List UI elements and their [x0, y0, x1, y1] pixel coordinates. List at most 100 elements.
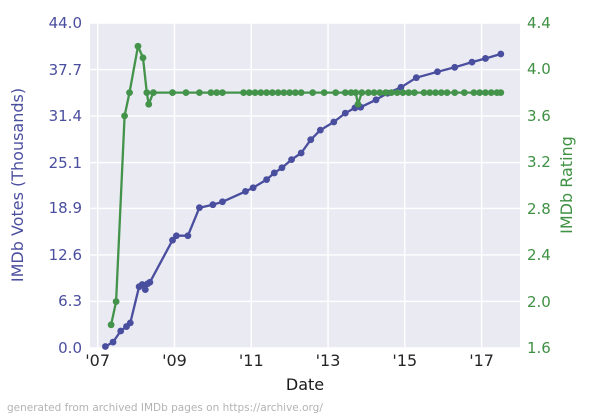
rating-marker	[460, 89, 468, 97]
rating-marker	[354, 100, 362, 108]
left-axis-tick-label: 37.7	[48, 60, 82, 79]
x-axis-tick-label: '09	[162, 351, 187, 370]
votes-marker	[468, 58, 476, 66]
rating-marker	[476, 89, 484, 97]
rating-marker	[182, 89, 190, 97]
rating-marker	[358, 89, 366, 97]
rating-marker	[240, 89, 247, 97]
rating-marker	[426, 89, 434, 97]
x-axis-tick-label: '13	[315, 351, 341, 370]
rating-marker	[352, 89, 360, 97]
rating-marker	[286, 89, 294, 97]
votes-marker	[330, 118, 338, 126]
rating-marker	[292, 89, 299, 97]
right-axis-tick-label: 4.0	[527, 60, 551, 79]
votes-marker	[219, 198, 226, 206]
votes-marker	[451, 63, 459, 71]
votes-marker	[242, 188, 249, 195]
votes-marker	[288, 156, 295, 164]
rating-marker	[437, 89, 445, 97]
votes-marker	[372, 96, 380, 104]
rating-marker	[121, 112, 128, 120]
votes-marker	[101, 343, 109, 350]
votes-marker	[278, 164, 286, 172]
rating-marker	[149, 89, 157, 97]
votes-marker	[117, 327, 125, 335]
rating-marker	[112, 298, 120, 305]
x-axis-tick-label: '17	[469, 351, 494, 370]
rating-marker	[280, 89, 288, 97]
rating-marker	[257, 89, 265, 97]
rating-marker	[405, 89, 413, 97]
rating-marker	[196, 89, 203, 97]
rating-marker	[309, 89, 317, 97]
rating-marker	[364, 89, 372, 97]
votes-marker	[126, 319, 134, 327]
left-axis-tick-label: 31.4	[48, 107, 82, 126]
rating-marker	[482, 89, 489, 97]
votes-marker	[316, 126, 324, 134]
right-axis-tick-label: 4.4	[527, 14, 551, 32]
votes-marker	[146, 278, 154, 286]
votes-marker	[341, 109, 349, 117]
rating-marker	[451, 89, 459, 97]
rating-marker	[332, 89, 340, 97]
rating-marker	[134, 42, 142, 50]
rating-marker	[107, 321, 115, 329]
rating-marker	[370, 89, 378, 97]
votes-marker	[412, 74, 420, 82]
rating-marker	[376, 89, 384, 97]
right-axis-tick-label: 2.8	[527, 199, 551, 218]
x-axis-tick-label: '07	[85, 351, 111, 370]
rating-marker	[470, 89, 478, 97]
rating-marker	[251, 89, 259, 97]
votes-marker	[263, 176, 271, 183]
left-axis-tick-label: 6.3	[58, 292, 82, 311]
rating-marker	[320, 89, 328, 97]
votes-marker	[209, 201, 217, 209]
votes-marker	[196, 204, 203, 212]
votes-marker	[434, 68, 441, 76]
votes-marker	[270, 169, 278, 177]
left-axis-tick-label: 18.9	[48, 199, 82, 218]
rating-marker	[399, 89, 407, 97]
rating-marker	[207, 89, 215, 97]
votes-marker	[184, 232, 192, 240]
rating-marker	[245, 89, 253, 97]
x-axis-title: Date	[285, 375, 325, 394]
rating-marker	[219, 89, 226, 97]
rating-marker	[274, 89, 282, 97]
rating-marker	[443, 89, 451, 97]
left-axis-tick-label: 12.6	[48, 245, 82, 264]
rating-marker	[487, 89, 495, 97]
left-axis-tick-label: 0.0	[58, 339, 82, 357]
right-axis-title: IMDb Rating	[557, 136, 576, 234]
rating-marker	[411, 89, 418, 97]
plot-panel	[90, 23, 520, 348]
rating-marker	[382, 89, 390, 97]
votes-marker	[141, 286, 149, 294]
rating-marker	[297, 89, 305, 97]
votes-marker	[172, 232, 180, 240]
votes-marker	[297, 149, 305, 157]
rating-marker	[268, 89, 276, 97]
x-axis-tick-label: '11	[238, 351, 264, 370]
votes-marker	[307, 136, 315, 144]
rating-marker	[393, 89, 401, 97]
votes-marker	[397, 83, 405, 91]
votes-marker	[249, 184, 257, 192]
rating-marker	[169, 89, 176, 97]
rating-marker	[139, 54, 147, 62]
source-caption: generated from archived IMDb pages on ht…	[7, 402, 323, 414]
rating-marker	[213, 89, 221, 97]
left-axis-tick-label: 44.0	[48, 14, 82, 32]
right-axis-tick-label: 1.6	[527, 339, 551, 357]
votes-marker	[169, 236, 176, 244]
x-axis-tick-label: '15	[392, 351, 418, 370]
right-axis-tick-label: 2.4	[527, 246, 551, 265]
right-axis-tick-label: 2.0	[527, 292, 551, 311]
left-axis-tick-label: 25.1	[48, 153, 82, 172]
left-axis-title: IMDb Votes (Thousands)	[8, 87, 27, 283]
